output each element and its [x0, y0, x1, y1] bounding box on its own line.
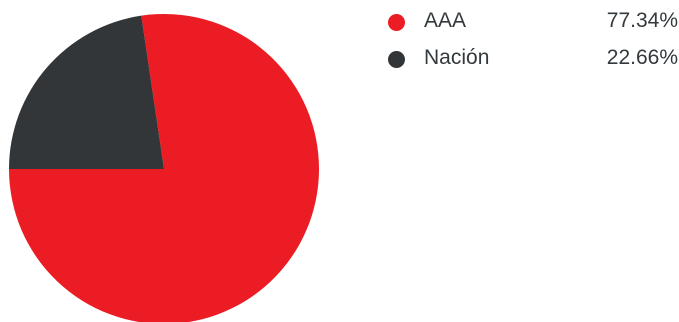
- chart-legend: AAA 77.34% Nación 22.66%: [388, 8, 678, 82]
- legend-value-nacion: 22.66%: [606, 46, 678, 69]
- pie-slice-nacion[interactable]: [9, 15, 164, 169]
- legend-label-aaa: AAA: [424, 9, 467, 32]
- legend-swatch-nacion: [388, 51, 405, 68]
- legend-item-nacion[interactable]: Nación 22.66%: [388, 45, 678, 82]
- legend-value-aaa: 77.34%: [606, 9, 678, 32]
- legend-item-aaa[interactable]: AAA 77.34%: [388, 8, 678, 45]
- legend-swatch-aaa: [388, 14, 405, 31]
- legend-label-nacion: Nación: [424, 46, 490, 69]
- pie-slice-aaa[interactable]: [9, 14, 319, 322]
- pie-chart: [9, 14, 319, 322]
